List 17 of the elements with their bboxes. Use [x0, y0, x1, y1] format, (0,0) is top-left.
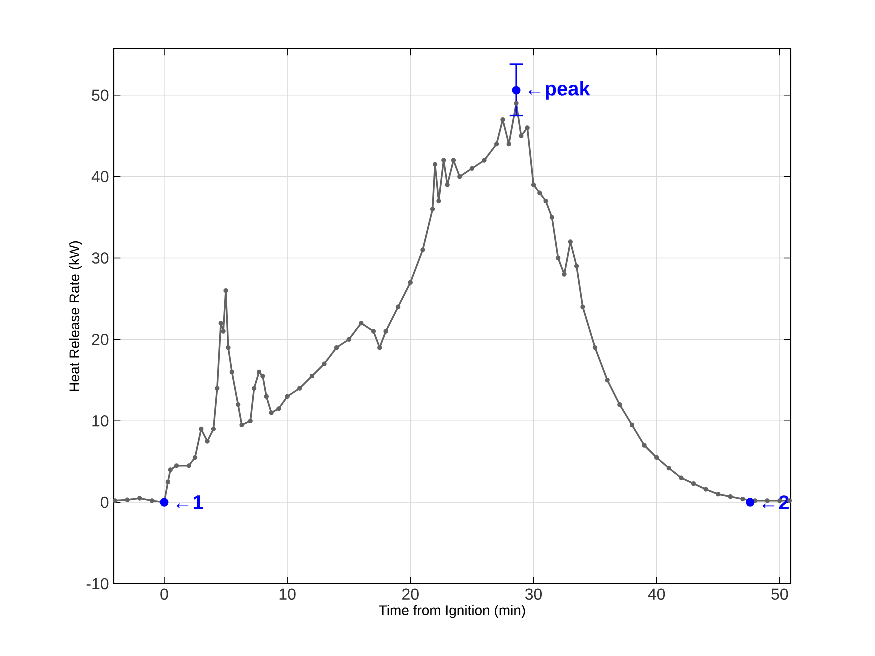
y-tick-label: 30 [92, 252, 109, 264]
x-tick-label: 50 [772, 588, 788, 600]
x-tick-label: 0 [160, 588, 168, 600]
y-tick-label: -10 [86, 578, 109, 590]
y-tick-label: 0 [101, 496, 109, 508]
x-tick-label: 20 [402, 588, 419, 600]
x-axis-title: Time from Ignition (min) [379, 605, 526, 618]
annotation: ←1 [176, 496, 204, 510]
y-axis-title: Heat Release Rate (kW) [69, 242, 82, 392]
y-tick-label: 40 [92, 171, 109, 182]
x-tick-label: 10 [280, 588, 296, 600]
y-tick-label: 50 [92, 90, 109, 102]
x-tick-label: 40 [648, 588, 666, 600]
y-tick-label: 10 [92, 415, 109, 427]
annotation: ←peak [528, 81, 590, 100]
x-tick-label: 30 [525, 588, 542, 600]
y-tick-label: 20 [92, 334, 109, 346]
